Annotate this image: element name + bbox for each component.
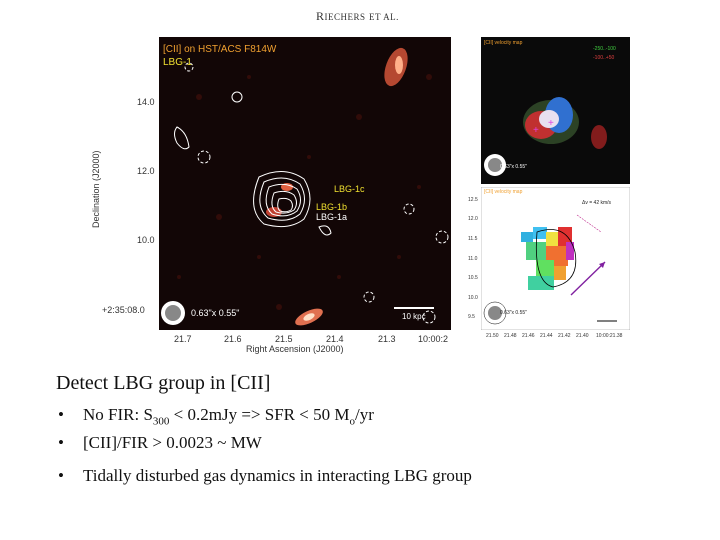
moment-y-tick: 12.0 — [468, 216, 478, 222]
moment-x-tick: 10:00:21.38 — [596, 333, 623, 339]
y-tick: 12.0 — [137, 166, 155, 176]
velocity-legend-2: -100..+50 — [593, 55, 615, 61]
bullet-item: No FIR: S300 < 0.2mJy => SFR < 50 Mo/yr — [56, 404, 472, 432]
moment-x-tick: 21.42 — [558, 333, 571, 339]
label-lbg1a: LBG-1a — [316, 212, 348, 222]
label-lbg1b: LBG-1b — [316, 202, 348, 212]
moment-y-tick: 10.5 — [468, 275, 478, 281]
moment-panel-title: [CII] velocity map — [484, 189, 523, 195]
moment-beam-label: 0.63"x 0.55" — [500, 310, 527, 316]
moment-y-tick: 9.5 — [468, 314, 475, 320]
svg-text:+: + — [533, 125, 539, 136]
slide-title: Detect LBG group in [CII] — [56, 372, 271, 394]
moment-x-tick: 21.46 — [522, 333, 535, 339]
scalebar-label: 10 kpc — [402, 312, 426, 321]
label-lbg1c: LBG-1c — [334, 184, 365, 194]
moment-y-tick: 12.5 — [468, 197, 478, 203]
main-panel-title: [CII] on HST/ACS F814W — [163, 44, 277, 55]
velocity-beam-label: 0.63"x 0.55" — [500, 164, 527, 170]
velocity-panel-title: [CII] velocity map — [484, 40, 523, 46]
x-tick: 21.7 — [174, 334, 192, 344]
bullet-item: Tidally disturbed gas dynamics in intera… — [56, 465, 472, 486]
x-tick: 21.4 — [326, 334, 344, 344]
y-tick: +2:35:08.0 — [102, 305, 145, 315]
main-panel-subtitle: LBG-1 — [163, 57, 192, 68]
moment-y-tick: 10.0 — [468, 295, 478, 301]
moment-map-panel — [481, 187, 630, 330]
moment-x-tick: 21.44 — [540, 333, 553, 339]
main-beam-label: 0.63"x 0.55" — [191, 308, 240, 318]
moment-x-tick: 21.50 — [486, 333, 499, 339]
svg-text:+: + — [548, 118, 554, 129]
velocity-rgb-panel: + + — [481, 37, 630, 184]
running-header: RIECHERS ET AL. — [316, 9, 399, 23]
y-tick: 14.0 — [137, 97, 155, 107]
moment-range-label: Δv = 42 km/s — [582, 200, 612, 206]
x-tick: 10:00:2 — [418, 334, 449, 344]
moment-x-tick: 21.40 — [576, 333, 589, 339]
bullet-item: [CII]/FIR > 0.0023 ~ MW — [56, 432, 472, 453]
x-axis-title: Right Ascension (J2000) — [246, 344, 344, 354]
x-tick: 21.6 — [224, 334, 242, 344]
cii-hst-image — [159, 37, 451, 330]
y-axis-title: Declination (J2000) — [91, 150, 101, 228]
x-tick: 21.3 — [378, 334, 396, 344]
bullet-list: No FIR: S300 < 0.2mJy => SFR < 50 Mo/yr … — [56, 404, 472, 486]
velocity-legend-1: -250..-100 — [593, 46, 616, 52]
y-tick: 10.0 — [137, 235, 155, 245]
moment-x-tick: 21.48 — [504, 333, 517, 339]
x-tick: 21.5 — [275, 334, 293, 344]
moment-y-tick: 11.5 — [468, 236, 478, 242]
moment-y-tick: 11.0 — [468, 256, 478, 262]
